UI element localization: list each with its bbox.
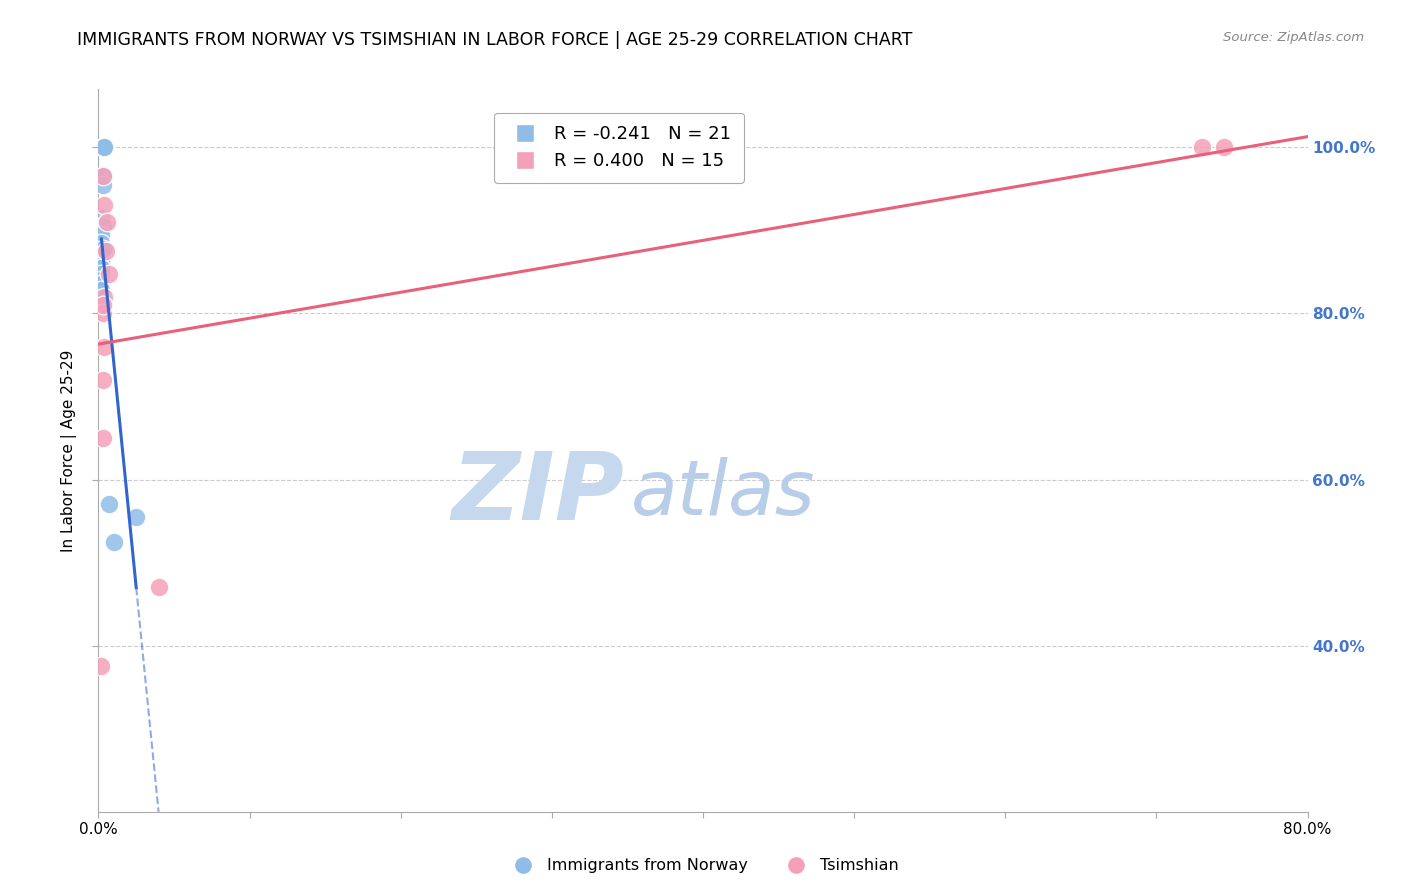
Point <box>90 283 112 297</box>
Point <box>90 659 112 673</box>
Point <box>91 178 114 192</box>
Legend: R = -0.241   N = 21, R = 0.400   N = 15: R = -0.241 N = 21, R = 0.400 N = 15 <box>495 112 744 183</box>
Point <box>1191 140 1213 154</box>
Point <box>91 306 114 320</box>
Text: IMMIGRANTS FROM NORWAY VS TSIMSHIAN IN LABOR FORCE | AGE 25-29 CORRELATION CHART: IMMIGRANTS FROM NORWAY VS TSIMSHIAN IN L… <box>77 31 912 49</box>
Point <box>90 211 112 225</box>
Point <box>93 140 115 154</box>
Point <box>90 277 112 292</box>
Point <box>90 267 112 281</box>
Point <box>1213 140 1236 154</box>
Point <box>91 431 114 445</box>
Point <box>90 244 112 259</box>
Point <box>93 290 115 304</box>
Point <box>125 509 148 524</box>
Point <box>90 227 112 242</box>
Point <box>91 298 114 312</box>
Point <box>96 215 118 229</box>
Legend: Immigrants from Norway, Tsimshian: Immigrants from Norway, Tsimshian <box>501 852 905 880</box>
Point <box>90 248 112 262</box>
Text: atlas: atlas <box>630 457 815 531</box>
Point <box>91 242 114 256</box>
Point <box>91 219 114 234</box>
Point <box>148 581 170 595</box>
Point <box>98 498 121 512</box>
Point <box>94 244 117 259</box>
Point <box>93 340 115 354</box>
Point <box>91 140 114 154</box>
Y-axis label: In Labor Force | Age 25-29: In Labor Force | Age 25-29 <box>60 350 77 551</box>
Point <box>91 169 114 184</box>
Point <box>91 169 114 184</box>
Text: Source: ZipAtlas.com: Source: ZipAtlas.com <box>1223 31 1364 45</box>
Point <box>103 534 125 549</box>
Point <box>91 373 114 387</box>
Text: ZIP: ZIP <box>451 448 624 540</box>
Point <box>93 198 115 212</box>
Point <box>90 273 112 287</box>
Point <box>90 235 112 250</box>
Point <box>90 255 112 269</box>
Point <box>93 140 115 154</box>
Point <box>98 267 121 281</box>
Point <box>90 260 112 275</box>
